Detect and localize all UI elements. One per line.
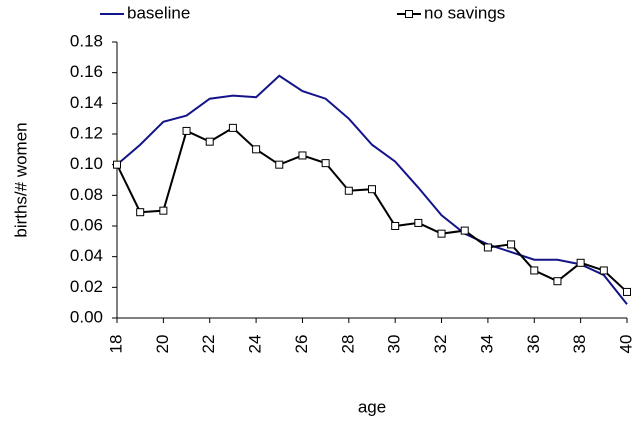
marker [159,206,168,215]
marker [298,151,307,160]
x-tick-label: 18 [106,335,125,354]
marker [530,266,539,275]
y-tick-label: 0.06 [70,215,103,234]
x-tick-label: 36 [524,335,543,354]
legend-label: no savings [424,3,505,22]
marker [136,208,145,217]
marker [437,229,446,238]
marker [275,160,284,169]
y-tick-label: 0.12 [70,123,103,142]
legend-marker [405,10,413,18]
x-tick-label: 26 [292,335,311,354]
marker [205,137,214,146]
marker [182,126,191,135]
marker [344,186,353,195]
x-tick-label: 28 [338,335,357,354]
x-tick-label: 38 [570,335,589,354]
y-tick-label: 0.04 [70,246,103,265]
x-tick-label: 40 [616,335,635,354]
marker [460,226,469,235]
y-tick-label: 0.02 [70,277,103,296]
y-tick-label: 0.10 [70,154,103,173]
marker [321,159,330,168]
x-tick-label: 24 [246,335,265,354]
y-tick-label: 0.14 [70,93,103,112]
marker [623,287,631,296]
x-tick-label: 22 [199,335,218,354]
marker [483,243,492,252]
y-tick-label: 0.18 [70,31,103,50]
marker [368,185,376,194]
y-tick-label: 0.00 [70,307,103,326]
marker [599,266,608,275]
series-line [116,74,628,305]
marker [391,222,400,230]
x-tick-label: 32 [431,335,450,354]
marker [228,123,237,132]
y-axis-title: births/# women [11,122,30,237]
x-axis-title: age [358,397,386,416]
y-tick-label: 0.08 [70,185,103,204]
marker [507,240,516,249]
x-tick-label: 34 [477,335,496,354]
marker [576,258,585,267]
series-line [116,126,628,293]
marker [414,218,423,227]
marker [553,277,562,286]
x-tick-label: 30 [385,335,404,354]
legend-label: baseline [127,3,190,22]
marker [252,145,261,154]
x-tick-label: 20 [153,335,172,354]
marker [113,160,121,169]
y-tick-label: 0.16 [70,62,103,81]
